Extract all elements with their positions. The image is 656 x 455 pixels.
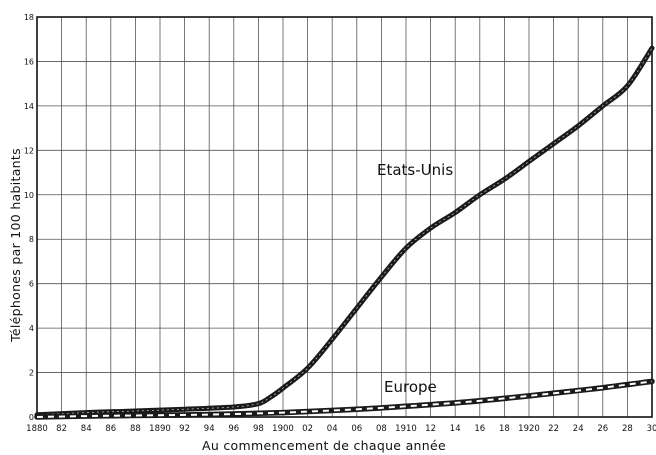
x-tick-label: 22 bbox=[548, 424, 559, 434]
x-tick-label: 28 bbox=[622, 424, 633, 434]
x-tick-label: 96 bbox=[228, 424, 239, 434]
y-tick-label: 14 bbox=[24, 102, 34, 111]
x-tick-label: 06 bbox=[351, 424, 362, 434]
x-tick-label: 1910 bbox=[395, 424, 417, 434]
x-axis-title: Au commencement de chaque année bbox=[202, 438, 446, 453]
y-tick-label: 16 bbox=[24, 57, 34, 66]
x-tick-label: 08 bbox=[376, 424, 387, 434]
x-tick-label: 18 bbox=[499, 424, 510, 434]
y-tick-label: 4 bbox=[29, 324, 34, 333]
y-tick-label: 18 bbox=[24, 13, 34, 22]
x-tick-label: 84 bbox=[81, 424, 92, 434]
x-tick-label: 12 bbox=[425, 424, 436, 434]
y-tick-labels: 0 2 4 6 8 10 12 14 16 18 bbox=[24, 13, 34, 422]
x-tick-label: 92 bbox=[179, 424, 190, 434]
x-tick-label: 1880 bbox=[26, 424, 48, 434]
series-line-europe-dash bbox=[36, 380, 653, 418]
y-tick-label: 10 bbox=[24, 191, 34, 200]
x-tick-label: 14 bbox=[450, 424, 461, 434]
x-tick-label: 30 bbox=[647, 424, 656, 434]
x-tick-label: 1900 bbox=[272, 424, 294, 434]
y-axis-title: Téléphones par 100 habitants bbox=[8, 148, 23, 343]
y-tick-label: 8 bbox=[29, 235, 34, 244]
grid-lines bbox=[36, 16, 653, 418]
x-tick-label: 02 bbox=[302, 424, 313, 434]
y-tick-label: 2 bbox=[29, 369, 34, 378]
x-tick-label: 88 bbox=[130, 424, 141, 434]
x-tick-label: 94 bbox=[204, 424, 215, 434]
x-tick-label: 16 bbox=[474, 424, 485, 434]
series-label-etats-unis: Etats-Unis bbox=[377, 161, 453, 179]
x-tick-label: 1890 bbox=[149, 424, 171, 434]
series-line-etats-unis-texture bbox=[36, 47, 653, 416]
x-tick-label: 82 bbox=[56, 424, 67, 434]
series-line-etats-unis bbox=[34, 45, 655, 418]
x-tick-labels: 1880 82 84 86 88 1890 92 94 96 98 1900 02 04 06 08 1910… bbox=[26, 424, 656, 434]
y-tick-label: 12 bbox=[24, 146, 34, 155]
series-label-europe: Europe bbox=[384, 378, 437, 396]
x-tick-label: 04 bbox=[327, 424, 338, 434]
series-lines bbox=[34, 45, 655, 420]
x-tick-label: 86 bbox=[105, 424, 116, 434]
x-tick-label: 26 bbox=[597, 424, 608, 434]
plot-frame bbox=[36, 16, 653, 418]
x-tick-label: 1920 bbox=[518, 424, 540, 434]
x-tick-label: 24 bbox=[573, 424, 584, 434]
x-tick-label: 98 bbox=[253, 424, 264, 434]
y-tick-label: 0 bbox=[29, 413, 34, 422]
y-tick-label: 6 bbox=[29, 280, 34, 289]
